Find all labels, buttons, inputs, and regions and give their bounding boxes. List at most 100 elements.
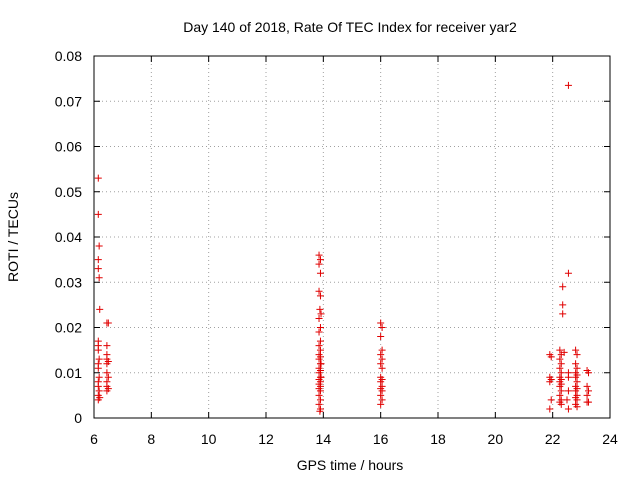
y-axis-label: ROTI / TECUs xyxy=(5,192,21,282)
data-point xyxy=(315,391,323,399)
data-point xyxy=(583,398,591,406)
data-point xyxy=(94,382,102,390)
data-point xyxy=(315,342,323,350)
y-tick-label: 0.07 xyxy=(55,93,82,109)
chart-title: Day 140 of 2018, Rate Of TEC Index for r… xyxy=(183,19,517,35)
y-tick-label: 0 xyxy=(74,410,82,426)
data-point xyxy=(546,405,554,413)
data-point xyxy=(556,355,564,363)
data-point xyxy=(94,346,102,354)
data-point xyxy=(96,394,104,402)
plot-frame xyxy=(93,55,611,419)
data-point xyxy=(317,373,325,381)
data-point xyxy=(317,360,325,368)
data-point xyxy=(556,364,564,372)
data-point xyxy=(377,360,385,368)
data-points xyxy=(94,81,592,415)
data-point xyxy=(546,378,554,386)
data-point xyxy=(94,364,102,372)
data-point xyxy=(377,319,385,327)
data-point xyxy=(557,387,565,395)
data-point xyxy=(315,314,323,322)
y-tick-label: 0.04 xyxy=(55,229,82,245)
data-point xyxy=(315,369,323,377)
data-point xyxy=(95,373,103,381)
data-point xyxy=(94,210,102,218)
data-point xyxy=(316,292,324,300)
data-point xyxy=(583,382,591,390)
data-point xyxy=(316,269,324,277)
data-point xyxy=(316,346,324,354)
data-point xyxy=(94,174,102,182)
data-point xyxy=(572,387,580,395)
data-point xyxy=(94,256,102,264)
y-tick-label: 0.02 xyxy=(55,320,82,336)
data-point xyxy=(573,403,581,411)
data-point xyxy=(378,355,386,363)
data-point xyxy=(315,355,323,363)
data-point xyxy=(573,351,581,359)
x-tick-label: 10 xyxy=(201,431,217,447)
x-axis-tick-labels: 6 8 10 12 14 16 18 20 22 24 xyxy=(90,431,618,447)
data-point xyxy=(316,256,324,264)
data-point xyxy=(585,369,592,377)
data-point xyxy=(316,305,324,313)
data-point xyxy=(573,378,581,386)
data-point xyxy=(585,387,592,395)
data-point xyxy=(572,360,580,368)
data-point xyxy=(378,387,386,395)
data-point xyxy=(556,346,564,354)
data-point xyxy=(315,328,323,336)
data-point xyxy=(564,269,572,277)
data-point xyxy=(378,324,386,331)
data-point xyxy=(583,391,591,399)
data-point xyxy=(315,287,323,295)
x-tick-label: 6 xyxy=(90,431,98,447)
data-point xyxy=(564,405,572,413)
data-point xyxy=(316,407,324,415)
data-point xyxy=(559,283,567,291)
x-tick-label: 14 xyxy=(316,431,332,447)
data-point xyxy=(316,324,324,331)
data-point xyxy=(316,396,324,404)
data-point xyxy=(377,351,385,359)
data-point xyxy=(557,400,565,408)
data-point xyxy=(559,310,567,318)
data-point xyxy=(94,265,102,273)
data-point xyxy=(95,242,103,250)
y-tick-label: 0.03 xyxy=(55,274,82,290)
grid-lines xyxy=(94,56,610,418)
data-point xyxy=(378,346,386,354)
data-point xyxy=(95,355,103,363)
data-point xyxy=(103,342,111,350)
data-point xyxy=(104,319,112,327)
data-point xyxy=(564,387,572,395)
data-point xyxy=(556,391,564,399)
y-tick-label: 0.05 xyxy=(55,184,82,200)
y-tick-label: 0.01 xyxy=(55,365,82,381)
y-tick-label: 0.08 xyxy=(55,48,82,64)
data-point xyxy=(103,369,111,377)
data-point xyxy=(377,333,385,341)
data-point xyxy=(103,360,111,368)
data-point xyxy=(547,353,555,361)
x-tick-label: 24 xyxy=(602,431,618,447)
data-point xyxy=(316,387,324,395)
data-point xyxy=(104,373,112,381)
data-point xyxy=(564,373,572,381)
data-point xyxy=(315,260,323,268)
x-tick-label: 20 xyxy=(488,431,504,447)
data-point xyxy=(557,369,565,377)
data-point xyxy=(315,251,323,259)
y-tick-label: 0.06 xyxy=(55,139,82,155)
data-point xyxy=(315,400,323,408)
data-point xyxy=(377,391,385,399)
data-point xyxy=(547,396,555,404)
y-axis-tick-labels: 0 0.01 0.02 0.03 0.04 0.05 0.06 0.07 0.08 xyxy=(55,48,82,426)
data-point xyxy=(377,378,385,386)
data-point xyxy=(563,396,571,404)
data-point xyxy=(564,81,572,89)
x-tick-label: 8 xyxy=(147,431,155,447)
data-point xyxy=(378,364,386,372)
